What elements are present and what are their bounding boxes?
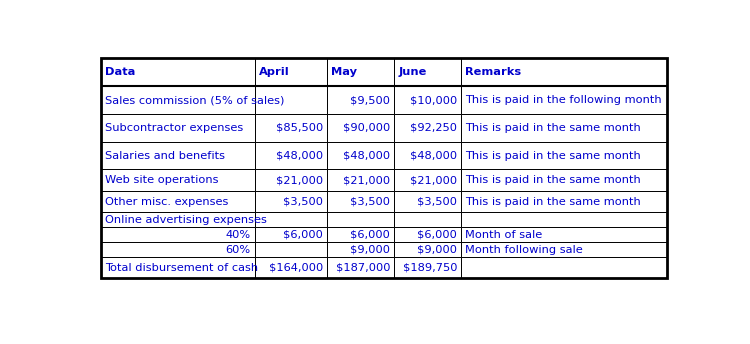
Bar <box>100 142 255 170</box>
Bar <box>394 257 461 278</box>
Text: Month of sale: Month of sale <box>465 229 542 239</box>
Bar <box>328 242 394 257</box>
Text: $3,500: $3,500 <box>417 196 457 206</box>
Text: $48,000: $48,000 <box>343 151 390 161</box>
Text: $21,000: $21,000 <box>343 175 390 185</box>
Text: $3,500: $3,500 <box>284 196 323 206</box>
Bar <box>461 257 668 278</box>
Text: June: June <box>398 67 427 77</box>
Text: 60%: 60% <box>226 245 251 255</box>
Text: This is paid in the following month: This is paid in the following month <box>465 95 662 105</box>
Bar <box>255 114 328 142</box>
Bar <box>394 227 461 242</box>
Bar <box>461 242 668 257</box>
Text: $48,000: $48,000 <box>276 151 323 161</box>
Bar <box>394 191 461 212</box>
Bar <box>255 242 328 257</box>
Text: $9,000: $9,000 <box>417 245 457 255</box>
Bar <box>328 86 394 114</box>
Text: Month following sale: Month following sale <box>465 245 583 255</box>
Bar <box>328 114 394 142</box>
Bar <box>100 191 255 212</box>
Text: $92,250: $92,250 <box>410 123 457 133</box>
Bar <box>255 86 328 114</box>
Bar <box>255 142 328 170</box>
Bar <box>461 142 668 170</box>
Bar <box>100 242 255 257</box>
Text: $9,500: $9,500 <box>350 95 390 105</box>
Text: $3,500: $3,500 <box>350 196 390 206</box>
Text: Data: Data <box>105 67 135 77</box>
Bar <box>255 257 328 278</box>
Bar <box>255 227 328 242</box>
Bar <box>328 170 394 191</box>
Bar <box>255 170 328 191</box>
Text: Online advertising expenses: Online advertising expenses <box>105 215 267 225</box>
Bar <box>100 114 255 142</box>
Text: Subcontractor expenses: Subcontractor expenses <box>105 123 243 133</box>
Bar <box>394 170 461 191</box>
Bar <box>394 142 461 170</box>
Bar <box>328 191 394 212</box>
Text: $6,000: $6,000 <box>284 229 323 239</box>
Bar <box>100 212 255 227</box>
Bar <box>100 170 255 191</box>
Text: $189,750: $189,750 <box>403 263 457 273</box>
Text: $48,000: $48,000 <box>410 151 457 161</box>
Bar <box>328 227 394 242</box>
Bar <box>394 114 461 142</box>
Text: Remarks: Remarks <box>465 67 521 77</box>
Bar <box>100 86 255 114</box>
Text: Other misc. expenses: Other misc. expenses <box>105 196 228 206</box>
Bar <box>100 58 668 278</box>
Text: This is paid in the same month: This is paid in the same month <box>465 175 641 185</box>
Text: $6,000: $6,000 <box>417 229 457 239</box>
Bar <box>461 58 668 86</box>
Text: Total disbursement of cash: Total disbursement of cash <box>105 263 258 273</box>
Text: May: May <box>332 67 358 77</box>
Text: $6,000: $6,000 <box>350 229 390 239</box>
Bar <box>255 58 328 86</box>
Bar <box>328 257 394 278</box>
Text: $10,000: $10,000 <box>410 95 457 105</box>
Bar <box>461 114 668 142</box>
Text: This is paid in the same month: This is paid in the same month <box>465 151 641 161</box>
Text: April: April <box>259 67 290 77</box>
Bar <box>394 86 461 114</box>
Bar <box>328 142 394 170</box>
Bar <box>394 242 461 257</box>
Bar <box>394 58 461 86</box>
Bar <box>100 257 255 278</box>
Text: $85,500: $85,500 <box>276 123 323 133</box>
Bar <box>328 58 394 86</box>
Text: Salaries and benefits: Salaries and benefits <box>105 151 225 161</box>
Text: $21,000: $21,000 <box>410 175 457 185</box>
Text: $187,000: $187,000 <box>336 263 390 273</box>
Text: $164,000: $164,000 <box>269 263 323 273</box>
Bar <box>255 212 328 227</box>
Bar <box>255 191 328 212</box>
Text: Web site operations: Web site operations <box>105 175 218 185</box>
Bar <box>461 227 668 242</box>
Bar <box>328 212 394 227</box>
Bar <box>100 58 255 86</box>
Bar <box>461 170 668 191</box>
Text: This is paid in the same month: This is paid in the same month <box>465 196 641 206</box>
Bar <box>394 212 461 227</box>
Text: $9,000: $9,000 <box>350 245 390 255</box>
Text: $21,000: $21,000 <box>276 175 323 185</box>
Bar <box>461 191 668 212</box>
Text: Sales commission (5% of sales): Sales commission (5% of sales) <box>105 95 284 105</box>
Text: $90,000: $90,000 <box>343 123 390 133</box>
Text: 40%: 40% <box>226 229 251 239</box>
Text: This is paid in the same month: This is paid in the same month <box>465 123 641 133</box>
Bar <box>461 212 668 227</box>
Bar <box>100 227 255 242</box>
Bar <box>461 86 668 114</box>
